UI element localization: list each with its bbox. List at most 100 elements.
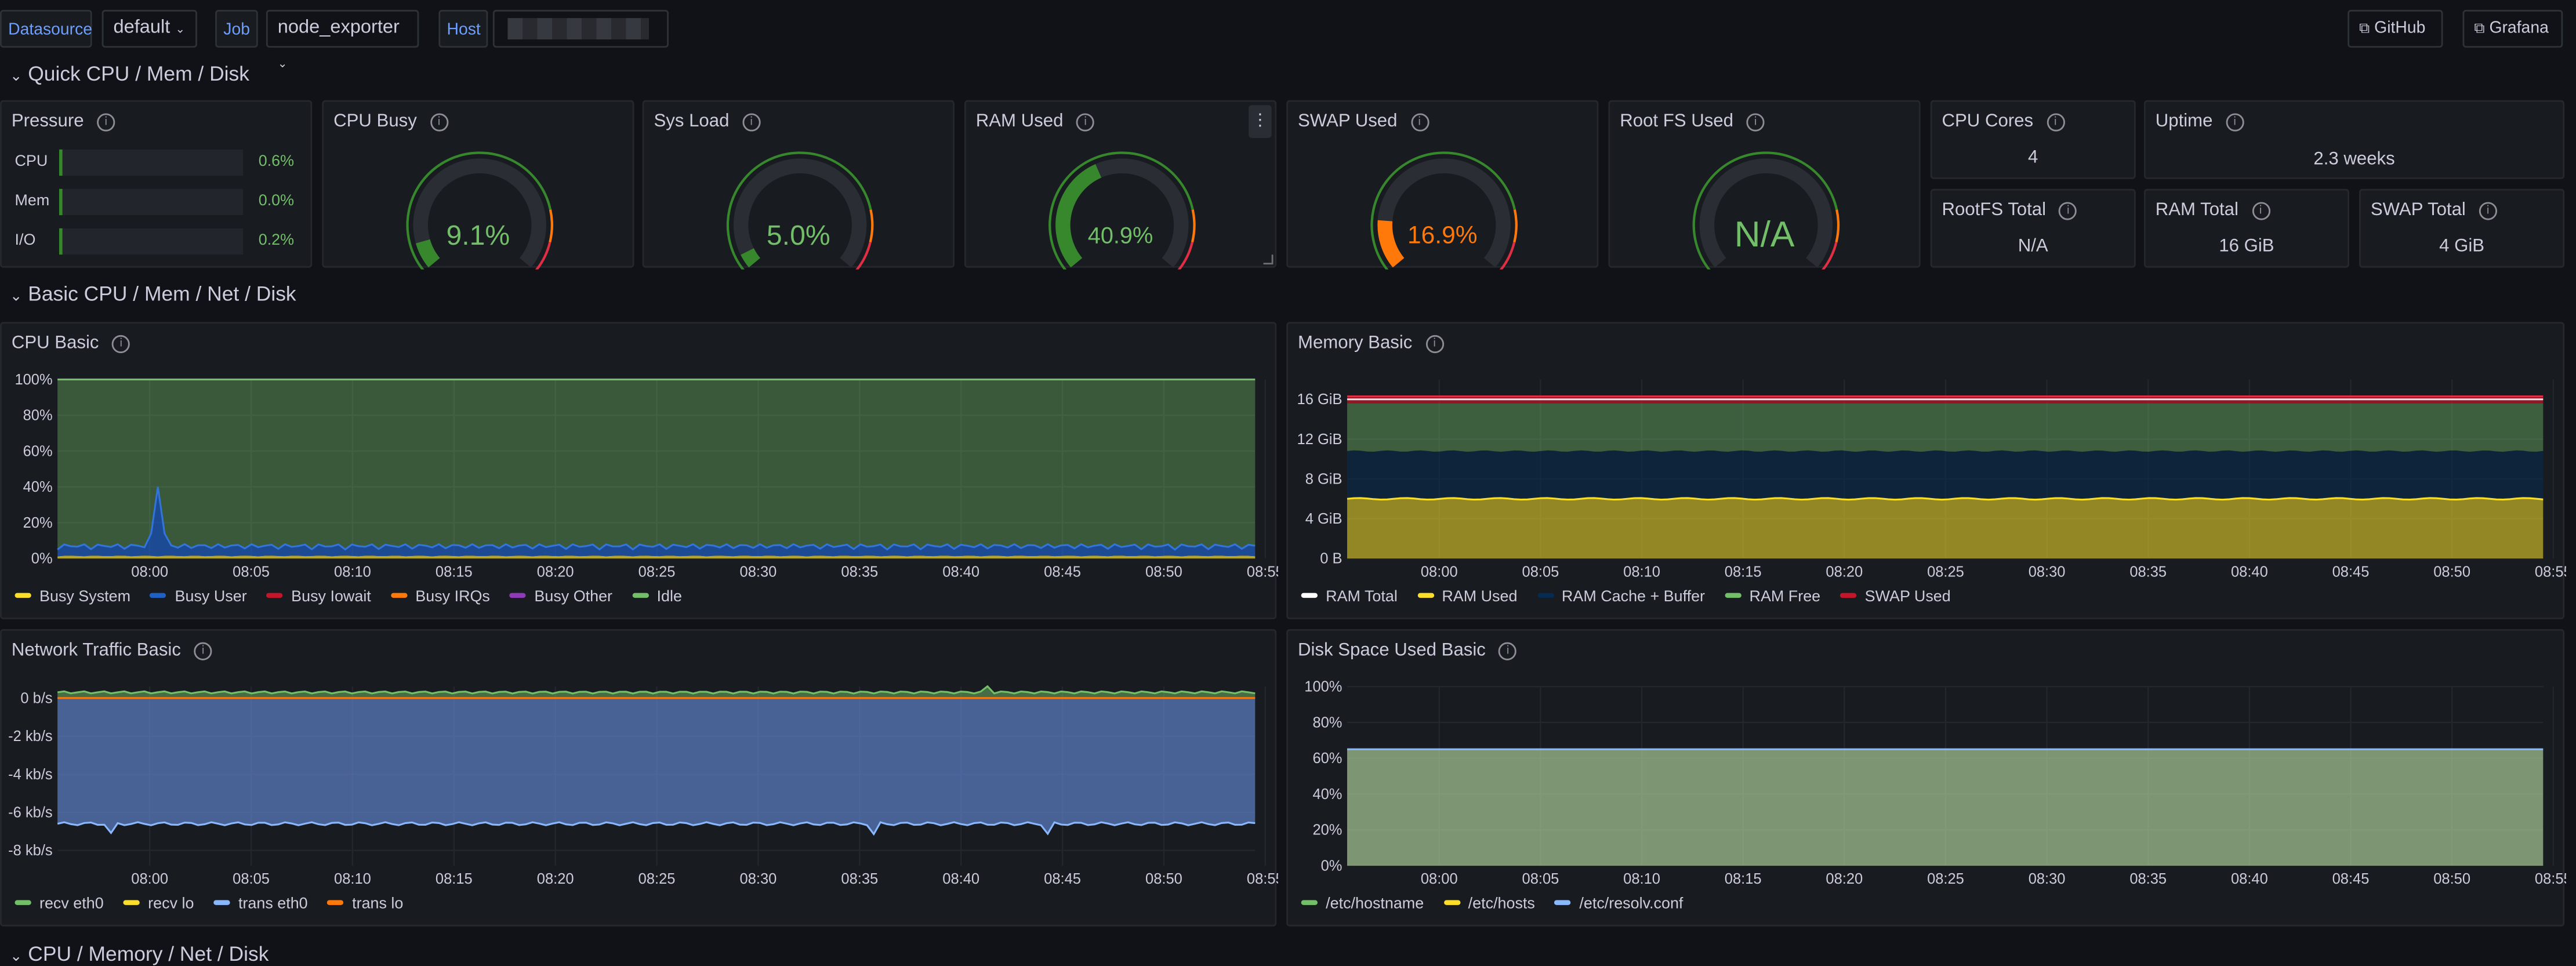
stat-value: 4 GiB (2439, 236, 2485, 256)
y-tick-label: -8 kb/s (8, 842, 52, 859)
legend-item[interactable]: recv lo (123, 895, 194, 913)
info-icon[interactable]: i (112, 335, 130, 354)
y-tick-label: 0 b/s (20, 690, 52, 706)
cpu-basic-chart[interactable]: 100% 80% 60% 40% 20% 0% 08:00 08:05 08:10 08:15 08… (2, 324, 1278, 586)
legend-swatch (1554, 900, 1572, 905)
x-tick-label: 08:30 (740, 564, 777, 580)
legend-item[interactable]: RAM Cache + Buffer (1537, 588, 1705, 606)
info-icon[interactable]: i (194, 642, 212, 660)
legend-item[interactable]: /etc/hostname (1301, 895, 1424, 913)
pressure-bar-fill (59, 228, 63, 255)
network-traffic-chart[interactable]: 0 b/s -2 kb/s -4 kb/s -6 kb/s -8 kb/s 08:00 08… (2, 631, 1278, 894)
info-icon[interactable]: i (1410, 113, 1429, 132)
y-tick-label: -6 kb/s (8, 804, 52, 820)
legend-item[interactable]: Idle (632, 588, 682, 606)
info-icon[interactable]: i (742, 113, 761, 132)
x-tick-label: 08:25 (1927, 871, 1964, 887)
x-tick-label: 08:20 (537, 871, 574, 887)
pressure-label: I/O (14, 231, 36, 250)
info-icon[interactable]: i (430, 113, 448, 132)
gauge-threshold-red (1499, 242, 1516, 270)
stat-value: 16 GiB (2219, 236, 2274, 256)
gauge-threshold-orange (869, 209, 874, 243)
legend-item[interactable]: RAM Used (1417, 588, 1517, 606)
legend-swatch (123, 900, 140, 905)
y-tick-label: 80% (1312, 714, 1342, 731)
info-icon[interactable]: i (2251, 202, 2270, 220)
legend-item[interactable]: Busy System (14, 588, 130, 606)
row-next-toggle[interactable]: ⌄ CPU / Memory / Net / Disk (10, 943, 269, 966)
info-icon[interactable]: i (1425, 335, 1444, 354)
legend-item[interactable]: RAM Free (1725, 588, 1820, 606)
legend-item[interactable]: SWAP Used (1840, 588, 1951, 606)
legend-item[interactable]: RAM Total (1301, 588, 1398, 606)
y-tick-label: 0 B (1320, 551, 1342, 567)
y-tick-label: 8 GiB (1305, 471, 1343, 487)
github-link[interactable]: ⧉ GitHub (2348, 9, 2443, 48)
panel-title: CPU Cores i (1942, 112, 2065, 132)
x-tick-label: 08:35 (841, 871, 878, 887)
disk-space-chart[interactable]: 100% 80% 60% 40% 20% 0% 08:00 08:05 08:10 08:15 08… (1288, 631, 2566, 894)
disk-used-area (1347, 749, 2544, 866)
chart-legend: recv eth0 recv lo trans eth0 trans lo (14, 895, 423, 913)
info-icon[interactable]: i (1499, 642, 1517, 660)
legend-swatch (1443, 900, 1460, 905)
info-icon[interactable]: i (2479, 202, 2497, 220)
chart-legend: RAM Total RAM Used RAM Cache + Buffer RAM F… (1301, 588, 1971, 606)
legend-label: recv eth0 (39, 895, 104, 914)
legend-item[interactable]: Busy IRQs (390, 588, 490, 606)
gauge-value: N/A (1734, 213, 1795, 255)
gauge-title: SWAP Used (1297, 111, 1398, 132)
x-tick-label: 08:20 (1826, 871, 1863, 887)
panel-menu-icon[interactable]: ⋮ (1249, 105, 1272, 138)
x-tick-label: 08:35 (2129, 871, 2167, 887)
memory-basic-chart[interactable]: 16 GiB 12 GiB 8 GiB 4 GiB 0 B 08:00 08:05 08:10… (1288, 324, 2566, 586)
memory-basic-panel: Memory Basic i 16 GiB 12 GiB 8 GiB 4 GiB 0 B 0… (1286, 322, 2566, 620)
host-select[interactable] (492, 9, 669, 48)
info-icon[interactable]: i (1746, 113, 1765, 132)
legend-item[interactable]: /etc/hosts (1443, 895, 1535, 913)
info-icon[interactable]: i (2059, 202, 2077, 220)
legend-item[interactable]: Busy User (150, 588, 247, 606)
panel-title: CPU Busy i (333, 112, 448, 132)
grafana-link[interactable]: ⧉ Grafana (2462, 9, 2563, 48)
legend-item[interactable]: trans eth0 (213, 895, 308, 913)
row-basic-toggle[interactable]: ⌄ Basic CPU / Mem / Net / Disk (10, 282, 296, 306)
job-select[interactable]: node_exporter ⌄ (266, 9, 419, 71)
chevron-down-icon: ⌄ (9, 67, 23, 84)
legend-item[interactable]: Busy Other (509, 588, 612, 606)
pressure-label: Mem (14, 192, 50, 210)
sys-load-panel: Sys Load i 5.0% (642, 100, 955, 270)
stat-title: Uptime (2155, 111, 2213, 132)
info-icon[interactable]: i (1076, 113, 1095, 132)
row-quick-toggle[interactable]: ⌄ Quick CPU / Mem / Disk (10, 63, 249, 86)
legend-item[interactable]: trans lo (327, 895, 403, 913)
cpu-basic-panel: CPU Basic i 100% 80% 60% 40% 20% 0% 08:00 08:05 0… (0, 322, 1278, 620)
legend-swatch (509, 593, 527, 598)
datasource-select[interactable]: default ⌄ (101, 9, 197, 48)
x-tick-label: 08:05 (1522, 564, 1559, 580)
legend-item[interactable]: recv eth0 (14, 895, 104, 914)
legend-label: Busy User (175, 588, 247, 607)
info-icon[interactable]: i (2046, 113, 2065, 132)
ram-free-area (1347, 403, 2544, 452)
x-tick-label: 08:50 (1145, 564, 1182, 580)
gauge-threshold-green (1370, 151, 1516, 270)
legend-swatch (327, 900, 344, 905)
legend-label: Idle (656, 588, 682, 607)
resize-handle-icon[interactable] (1263, 255, 1274, 265)
x-tick-label: 08:55 (1247, 564, 1278, 580)
stat-title: SWAP Total (2370, 200, 2466, 220)
panel-title: RootFS Total i (1942, 201, 2077, 220)
legend-item[interactable]: /etc/resolv.conf (1554, 895, 1683, 913)
chevron-down-icon: ⌄ (9, 947, 23, 964)
x-tick-label: 08:15 (1725, 871, 1762, 887)
legend-label: RAM Free (1749, 588, 1821, 607)
info-icon[interactable]: i (97, 113, 115, 132)
legend-item[interactable]: Busy Iowait (266, 588, 371, 606)
info-icon[interactable]: i (2226, 113, 2244, 132)
panel-title: Root FS Used i (1620, 112, 1765, 132)
chart-legend: /etc/hostname/etc/hosts/etc/resolv.conf (1301, 895, 1703, 913)
gauge-dial (1370, 151, 1518, 270)
y-tick-label: 4 GiB (1305, 511, 1343, 527)
